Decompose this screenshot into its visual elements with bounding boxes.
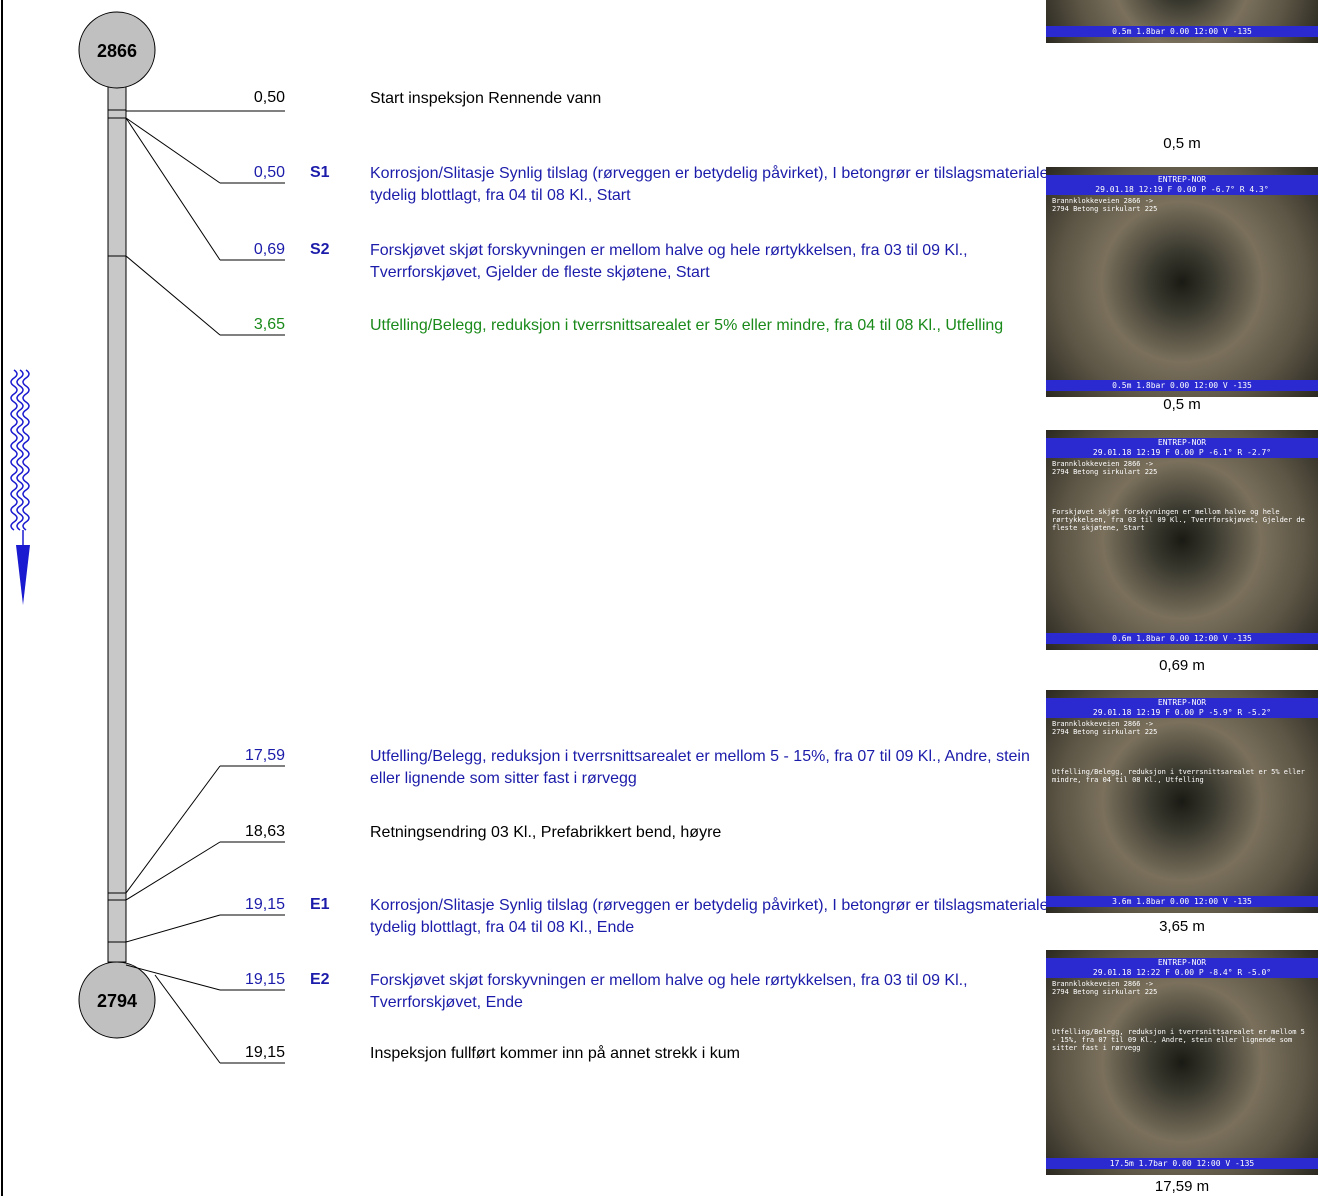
photo-header: ENTREP-NOR 29.01.18 12:19 F 0.00 P -6.7° … <box>1046 175 1318 195</box>
flow-arrow-head <box>16 545 30 605</box>
distance: 3,65 <box>253 316 285 333</box>
photo-caption: 0,5 m <box>1163 396 1201 413</box>
leader-line <box>125 914 221 943</box>
flow-arrow <box>10 369 30 545</box>
inspection-photo: 0.5m 1.8bar 0.00 12:00 V -135 <box>1046 0 1318 43</box>
description: Forskjøvet skjøt forskyvningen er mellom… <box>370 972 968 1011</box>
photo-footer: 3.6m 1.8bar 0.00 12:00 V -135 <box>1046 896 1318 907</box>
leader-line <box>125 841 221 901</box>
distance: 19,15 <box>244 1044 285 1061</box>
inspection-photo: ENTREP-NOR 29.01.18 12:19 F 0.00 P -6.1° … <box>1046 430 1318 650</box>
distance: 19,15 <box>244 896 285 913</box>
inspection-photo: ENTREP-NOR 29.01.18 12:22 F 0.00 P -8.4° … <box>1046 950 1318 1175</box>
distance: 0,50 <box>253 164 285 181</box>
camera-label: ENTREP-NOR <box>1157 958 1207 967</box>
photo-header: ENTREP-NOR 29.01.18 12:19 F 0.00 P -5.9° … <box>1046 698 1318 718</box>
description: Utfelling/Belegg, reduksjon i tverrsnitt… <box>370 748 1030 787</box>
distance: 17,59 <box>244 747 285 764</box>
distance: 18,63 <box>244 823 285 840</box>
description: Utfelling/Belegg, reduksjon i tverrsnitt… <box>370 317 1004 334</box>
photo-note: Utfelling/Belegg, reduksjon i tverrsnitt… <box>1052 1028 1305 1052</box>
leader-line <box>125 117 221 261</box>
leader-line <box>125 765 221 894</box>
description: Korrosjon/Slitasje Synlig tilslag (rørve… <box>370 897 1053 936</box>
photo-header-text: 29.01.18 12:19 F 0.00 P -6.7° R 4.3° <box>1095 185 1269 194</box>
leader-line <box>125 117 221 184</box>
description: Start inspeksjon Rennende vann <box>370 90 602 107</box>
code: S1 <box>310 164 330 181</box>
code: E2 <box>310 971 330 988</box>
photo-caption: 0,69 m <box>1159 657 1205 674</box>
camera-label: ENTREP-NOR <box>1157 698 1207 707</box>
photo-header-text: 29.01.18 12:19 F 0.00 P -6.1° R -2.7° <box>1092 448 1272 457</box>
pipe <box>107 85 127 963</box>
manhole-start <box>78 11 156 89</box>
photo-caption: 3,65 m <box>1159 918 1205 935</box>
photo-note: Forskjøvet skjøt forskyvningen er mellom… <box>1052 508 1305 532</box>
node-label: 2794 <box>97 991 137 1011</box>
photo-info: Brannklokkeveien 2866 -> 2794 Betong sir… <box>1052 460 1158 476</box>
photo-footer: 0.5m 1.8bar 0.00 12:00 V -135 <box>1046 26 1318 37</box>
code: S2 <box>310 241 330 258</box>
photo-caption: 0,5 m <box>1163 135 1201 152</box>
photo-footer: 0.6m 1.8bar 0.00 12:00 V -135 <box>1046 633 1318 644</box>
code: E1 <box>310 896 330 913</box>
photo-info: Brannklokkeveien 2866 -> 2794 Betong sir… <box>1052 980 1158 996</box>
photo-header: ENTREP-NOR 29.01.18 12:22 F 0.00 P -8.4° … <box>1046 958 1318 978</box>
photo-header-text: 29.01.18 12:22 F 0.00 P -8.4° R -5.0° <box>1092 968 1272 977</box>
inspection-photo: ENTREP-NOR 29.01.18 12:19 F 0.00 P -5.9° … <box>1046 690 1318 913</box>
photo-footer: 17.5m 1.7bar 0.00 12:00 V -135 <box>1046 1158 1318 1169</box>
photo-info: Brannklokkeveien 2866 -> 2794 Betong sir… <box>1052 720 1158 736</box>
photo-caption: 17,59 m <box>1154 1178 1210 1195</box>
distance: 0,50 <box>253 89 285 106</box>
camera-label: ENTREP-NOR <box>1157 175 1207 184</box>
description: Korrosjon/Slitasje Synlig tilslag (rørve… <box>370 165 1053 204</box>
camera-label: ENTREP-NOR <box>1157 438 1207 447</box>
node-label: 2866 <box>97 41 137 61</box>
photo-info: Brannklokkeveien 2866 -> 2794 Betong sir… <box>1052 197 1158 213</box>
description: Inspeksjon fullført kommer inn på annet … <box>370 1045 740 1062</box>
pipe-joints <box>108 109 126 943</box>
description: Retningsendring 03 Kl., Prefabrikkert be… <box>370 824 722 841</box>
distance: 0,69 <box>253 241 285 258</box>
inspection-photo: ENTREP-NOR 29.01.18 12:19 F 0.00 P -6.7° … <box>1046 167 1318 397</box>
distance: 19,15 <box>244 971 285 988</box>
photo-header: ENTREP-NOR 29.01.18 12:19 F 0.00 P -6.1° … <box>1046 438 1318 458</box>
manhole-end <box>78 961 156 1039</box>
leader-line <box>154 974 221 1064</box>
description: Forskjøvet skjøt forskyvningen er mellom… <box>370 242 968 281</box>
photo-header-text: 29.01.18 12:19 F 0.00 P -5.9° R -5.2° <box>1092 708 1272 717</box>
photo-footer: 0.5m 1.8bar 0.00 12:00 V -135 <box>1046 380 1318 391</box>
photo-note: Utfelling/Belegg, reduksjon i tverrsnitt… <box>1052 768 1305 784</box>
leader-line <box>125 964 221 991</box>
leader-line <box>125 255 221 336</box>
